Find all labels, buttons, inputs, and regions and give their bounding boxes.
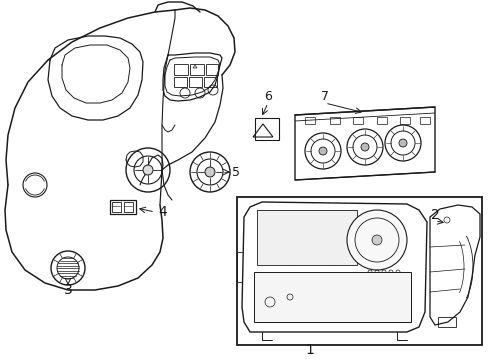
Bar — [203, 77, 217, 87]
Circle shape — [398, 139, 406, 147]
Bar — [110, 200, 136, 214]
Text: 2: 2 — [430, 208, 439, 222]
Bar — [305, 117, 314, 124]
Bar — [190, 64, 203, 75]
Circle shape — [346, 210, 406, 270]
Bar — [237, 197, 481, 345]
Text: 4: 4 — [158, 205, 167, 219]
Text: 5: 5 — [231, 166, 240, 179]
Bar — [399, 117, 409, 124]
Bar — [329, 117, 339, 124]
Text: 6: 6 — [264, 90, 271, 104]
Bar — [352, 117, 362, 124]
Bar — [257, 210, 356, 265]
Bar — [376, 117, 386, 124]
Circle shape — [204, 167, 215, 177]
Bar — [174, 64, 187, 75]
Bar — [419, 117, 429, 124]
Bar — [254, 118, 279, 140]
Circle shape — [360, 143, 368, 151]
Circle shape — [371, 235, 381, 245]
Circle shape — [318, 147, 326, 155]
Text: 1: 1 — [305, 343, 314, 357]
Bar — [205, 64, 218, 75]
Polygon shape — [294, 107, 434, 180]
Bar — [112, 202, 121, 212]
Circle shape — [142, 165, 153, 175]
Text: 7: 7 — [320, 90, 328, 104]
Text: 3: 3 — [63, 283, 72, 297]
Polygon shape — [429, 205, 479, 325]
Bar — [174, 77, 186, 87]
Bar — [189, 77, 202, 87]
Bar — [437, 317, 455, 327]
Bar — [124, 202, 133, 212]
Polygon shape — [242, 202, 426, 332]
Bar — [253, 272, 410, 322]
